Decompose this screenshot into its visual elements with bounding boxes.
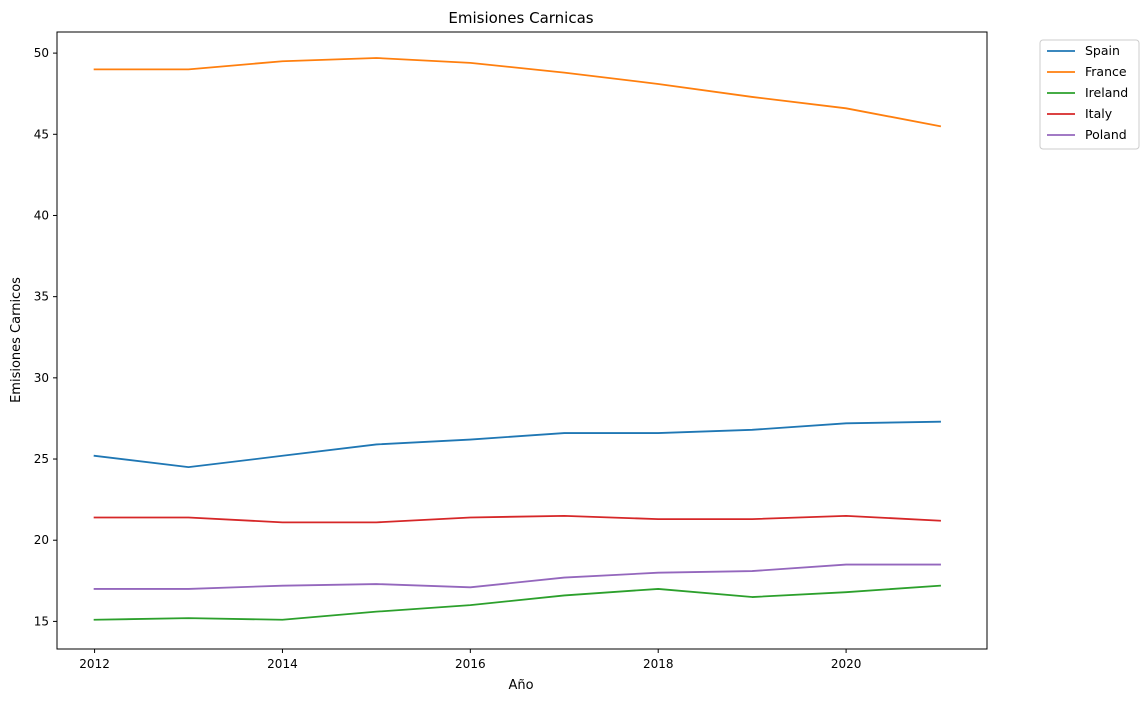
series-line-italy (93, 514, 941, 524)
series-line-spain (93, 420, 941, 469)
y-tick-label: 25 (34, 452, 49, 466)
x-tick-label: 2012 (79, 657, 110, 671)
y-tick-label: 20 (34, 533, 49, 547)
x-tick-label: 2014 (267, 657, 298, 671)
legend-label-spain: Spain (1085, 43, 1120, 58)
legend-label-france: France (1085, 64, 1127, 79)
y-tick-label: 15 (34, 614, 49, 628)
plot-frame (56, 31, 988, 650)
y-tick-label: 50 (34, 46, 49, 60)
y-axis-ticks: 15 20 25 30 35 40 45 50 (34, 46, 57, 628)
x-tick-label: 2016 (455, 657, 486, 671)
y-tick-label: 30 (34, 371, 49, 385)
series-line-ireland (93, 584, 941, 621)
x-tick-label: 2018 (643, 657, 674, 671)
legend-box (1039, 39, 1140, 150)
legend-label-ireland: Ireland (1085, 85, 1128, 100)
y-tick-label: 45 (34, 127, 49, 141)
x-axis-label: Año (508, 678, 533, 693)
x-axis-ticks: 2012 2014 2016 2018 2020 (79, 649, 861, 671)
plot-lines (93, 57, 942, 621)
legend-label-italy: Italy (1085, 106, 1113, 121)
y-tick-label: 40 (34, 208, 49, 222)
x-tick-label: 2020 (831, 657, 862, 671)
series-line-france (93, 57, 942, 128)
y-axis-label: Emisiones Carnicos (9, 277, 24, 403)
legend: Spain France Ireland Italy Poland (1039, 39, 1140, 150)
chart-title: Emisiones Carnicas (448, 9, 593, 27)
y-tick-label: 35 (34, 290, 49, 304)
series-line-poland (93, 563, 941, 590)
legend-label-poland: Poland (1085, 127, 1127, 142)
